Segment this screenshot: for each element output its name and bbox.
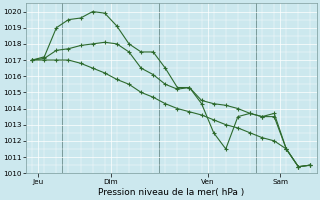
X-axis label: Pression niveau de la mer( hPa ): Pression niveau de la mer( hPa ) [98,188,244,197]
